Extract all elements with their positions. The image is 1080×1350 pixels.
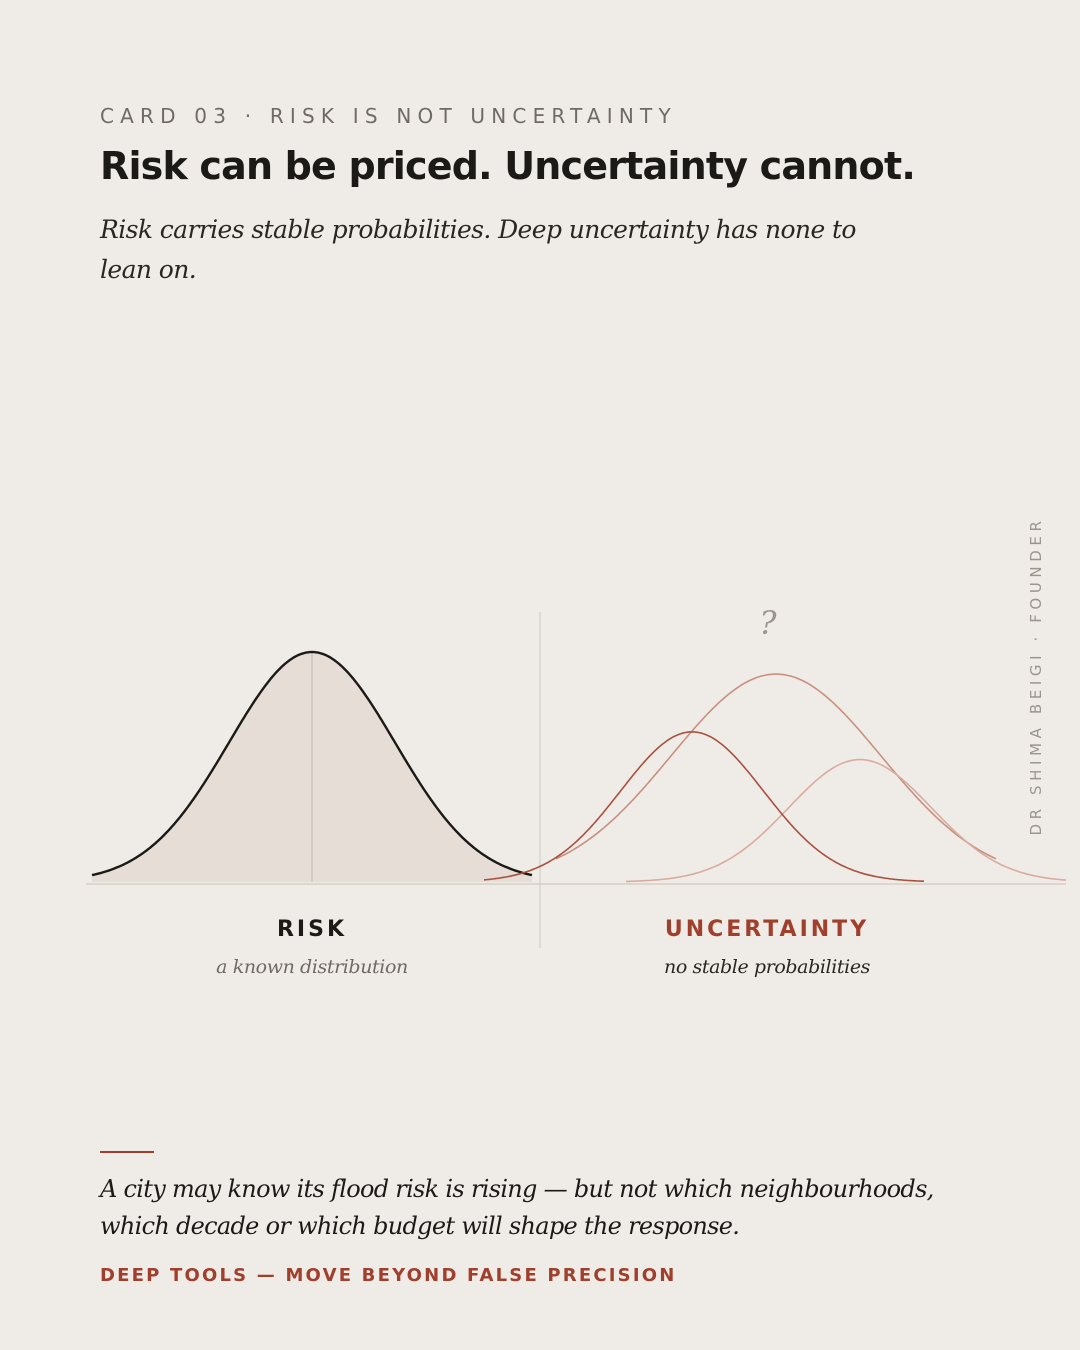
uncertainty-curve-left bbox=[483, 731, 924, 882]
risk-label: RISK bbox=[276, 917, 348, 942]
card-subtitle: Risk carries stable probabilities. Deep … bbox=[100, 215, 856, 284]
founder-credit: DR SHIMA BEIGI · FOUNDER bbox=[1027, 516, 1045, 836]
risk-distribution-curve bbox=[91, 650, 533, 877]
pull-quote: A city may know its flood risk is rising… bbox=[100, 1175, 934, 1240]
uncertainty-label: UNCERTAINTY bbox=[664, 917, 870, 942]
uncertainty-curve-right bbox=[626, 758, 1067, 883]
question-mark: ? bbox=[759, 604, 777, 642]
uncertainty-caption: no stable probabilities bbox=[663, 956, 871, 978]
card-title: Risk can be priced. Uncertainty cannot. bbox=[100, 144, 916, 188]
accent-rule bbox=[100, 1151, 154, 1153]
tagline: DEEP TOOLS — MOVE BEYOND FALSE PRECISION bbox=[100, 1265, 677, 1286]
uncertainty-curve-wide bbox=[555, 673, 997, 860]
card-eyebrow: CARD 03 · RISK IS NOT UNCERTAINTY bbox=[100, 104, 677, 128]
risk-caption: a known distribution bbox=[216, 956, 408, 978]
